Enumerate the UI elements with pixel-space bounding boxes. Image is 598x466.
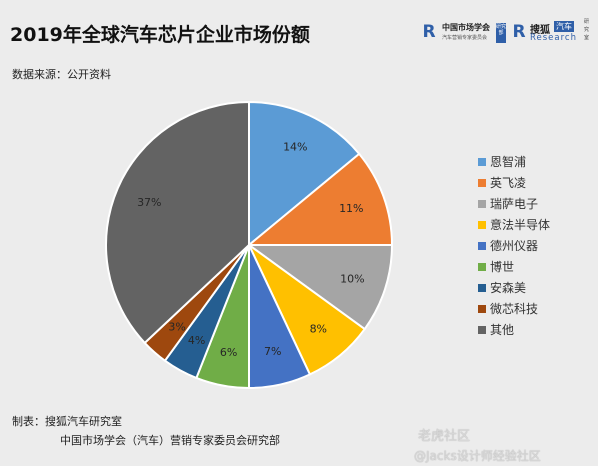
cma-logo-subtitle: 汽车营销专家委员会 <box>442 35 488 41</box>
legend-swatch-8 <box>478 326 486 334</box>
chart-title: 2019年全球汽车芯片企业市场份额 <box>10 24 310 46</box>
sohu-logo-badge: 汽车 <box>554 21 574 32</box>
legend-swatch-7 <box>478 305 486 313</box>
legend-swatch-6 <box>478 284 486 292</box>
sohu-logo-name: 搜狐 <box>530 25 550 36</box>
legend-label-3: 意法半导体 <box>490 218 551 232</box>
pie-slice-2 <box>245 244 394 331</box>
legend-label-1: 英飞凌 <box>490 176 527 190</box>
legend-label-5: 博世 <box>490 260 515 274</box>
legend-label-8: 其他 <box>490 323 515 337</box>
sohu-logo-side-text: 研究室 <box>584 19 590 41</box>
pie-slice-label-0: 14% <box>283 141 307 154</box>
legend-swatch-1 <box>478 179 486 187</box>
legend-label-0: 恩智浦 <box>490 155 527 169</box>
pie-slice-0 <box>248 100 361 248</box>
watermark: 老虎社区 @Jacks设计师经验社区 <box>414 425 541 464</box>
publisher-logos: R 中国市场学会 汽车营销专家委员会 研究部 R 搜狐 汽车 Research … <box>420 18 592 48</box>
legend-label-4: 德州仪器 <box>490 239 539 253</box>
pie-slice-label-6: 4% <box>188 334 205 347</box>
legend-label-6: 安森美 <box>490 281 527 295</box>
pie-slice-label-8: 37% <box>137 196 161 209</box>
footer-maker: 制表：搜狐汽车研究室 <box>12 415 122 428</box>
pie-slice-label-4: 7% <box>264 345 281 358</box>
watermark-handle: @Jacks设计师经验社区 <box>414 449 541 463</box>
legend-swatch-4 <box>478 242 486 250</box>
pie-slice-8 <box>105 100 250 345</box>
watermark-community: 老虎社区 <box>418 429 471 444</box>
legend-label-2: 瑞萨电子 <box>490 197 539 211</box>
sohu-research-logo-icon: R <box>512 22 526 42</box>
data-source: 数据来源：公开资料 <box>12 68 111 81</box>
legend-swatch-5 <box>478 263 486 271</box>
legend-swatch-0 <box>478 158 486 166</box>
cma-logo-name: 中国市场学会 <box>442 23 490 32</box>
footer-organization: 中国市场学会（汽车）营销专家委员会研究部 <box>60 434 280 447</box>
pie-slice-1 <box>246 152 394 246</box>
legend-swatch-2 <box>478 200 486 208</box>
pie-slice-label-5: 6% <box>220 346 237 359</box>
chart-footer: 制表：搜狐汽车研究室 中国市场学会（汽车）营销专家委员会研究部 <box>12 413 280 448</box>
sohu-logo-research: Research <box>530 33 577 43</box>
cma-logo-badge: 研究部 <box>496 23 506 43</box>
legend-label-7: 微芯科技 <box>490 302 539 316</box>
legend-swatch-3 <box>478 221 486 229</box>
cma-logo-icon: R <box>422 22 436 42</box>
pie-slice-label-2: 10% <box>340 273 364 286</box>
pie-slice-label-7: 3% <box>168 321 185 334</box>
pie-slice-label-3: 8% <box>310 323 327 336</box>
pie-slice-label-1: 11% <box>339 202 363 215</box>
